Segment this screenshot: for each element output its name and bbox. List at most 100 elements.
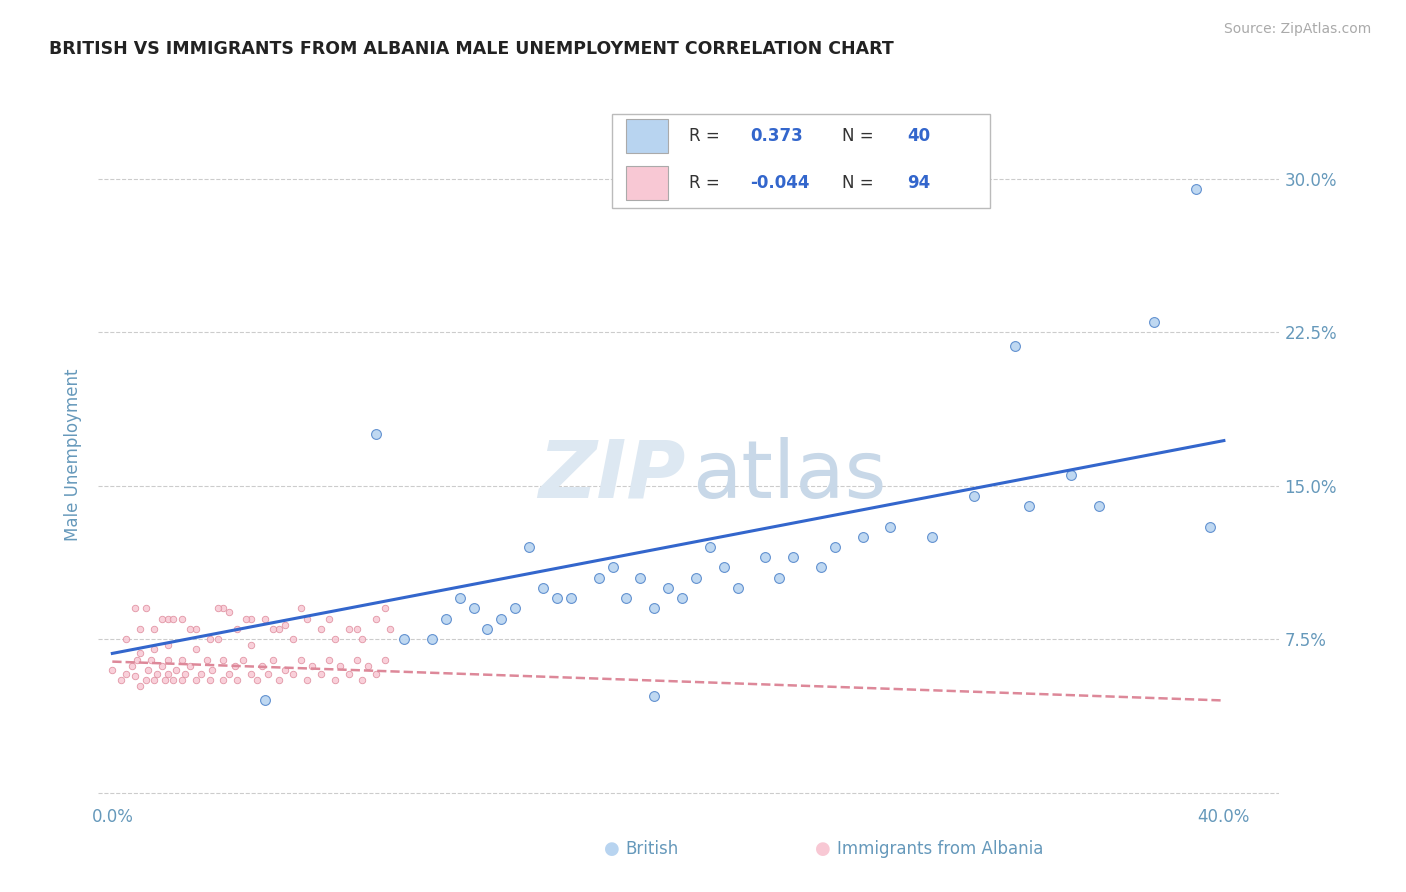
Text: 40: 40 [907,127,931,145]
Text: N =: N = [842,127,879,145]
Text: Source: ZipAtlas.com: Source: ZipAtlas.com [1223,22,1371,37]
Point [560,591,582,606]
Point [921,530,943,544]
Point [115,666,138,681]
Point [162,612,184,626]
Point [295,612,318,626]
Point [531,581,554,595]
Point [170,652,193,666]
Point [337,622,360,636]
Point [337,666,360,681]
Point [121,658,143,673]
Point [240,612,263,626]
Point [643,690,665,704]
Point [616,591,638,606]
Point [240,666,263,681]
Point [240,638,263,652]
Point [352,632,374,646]
Point [810,560,832,574]
Point [366,427,388,442]
Point [179,658,201,673]
Point [1199,519,1222,533]
Point [392,632,415,646]
Point [124,669,146,683]
Point [127,652,149,666]
Point [156,612,179,626]
Point [281,666,304,681]
Point [290,601,312,615]
Point [153,673,176,687]
Text: 0.373: 0.373 [751,127,803,145]
Point [129,622,152,636]
Point [218,606,240,620]
Point [254,693,277,707]
Point [170,673,193,687]
Point [374,652,396,666]
Point [782,550,804,565]
Point [1088,499,1111,513]
Point [329,658,352,673]
Point [713,560,735,574]
Text: ●: ● [603,840,620,858]
Point [309,666,332,681]
Point [420,632,443,646]
Point [824,540,846,554]
Bar [626,120,668,153]
Text: BRITISH VS IMMIGRANTS FROM ALBANIA MALE UNEMPLOYMENT CORRELATION CHART: BRITISH VS IMMIGRANTS FROM ALBANIA MALE … [49,40,894,58]
Point [138,663,160,677]
Point [309,622,332,636]
Point [201,663,224,677]
Point [346,622,368,636]
Point [318,652,340,666]
Point [273,617,295,632]
Point [184,673,207,687]
Text: -0.044: -0.044 [751,174,810,192]
Point [246,673,269,687]
Point [301,658,323,673]
Text: N =: N = [842,174,879,192]
Point [143,622,166,636]
Point [263,652,285,666]
Point [143,673,166,687]
Point [224,658,246,673]
Point [346,652,368,666]
Point [366,666,388,681]
Point [685,571,707,585]
Point [1060,468,1083,483]
Point [235,612,257,626]
Point [135,601,157,615]
Point [380,622,402,636]
Point [290,652,312,666]
Point [135,673,157,687]
Point [643,601,665,615]
Point [254,612,277,626]
Point [699,540,721,554]
Point [124,601,146,615]
Point [101,663,124,677]
Point [352,673,374,687]
Point [1143,315,1166,329]
Point [252,658,274,673]
Point [129,679,152,693]
Point [628,571,651,585]
Point [165,663,187,677]
Point [162,673,184,687]
Text: R =: R = [689,127,725,145]
Point [295,673,318,687]
Point [226,622,249,636]
Point [477,622,499,636]
Point [184,642,207,657]
Point [671,591,693,606]
Point [156,666,179,681]
Point [179,622,201,636]
Point [150,658,173,673]
Point [150,612,173,626]
Bar [612,114,990,208]
Text: British: British [626,840,679,858]
Point [267,673,290,687]
Point [357,658,380,673]
Point [257,666,280,681]
Text: R =: R = [689,174,725,192]
Point [190,666,212,681]
Point [267,622,290,636]
